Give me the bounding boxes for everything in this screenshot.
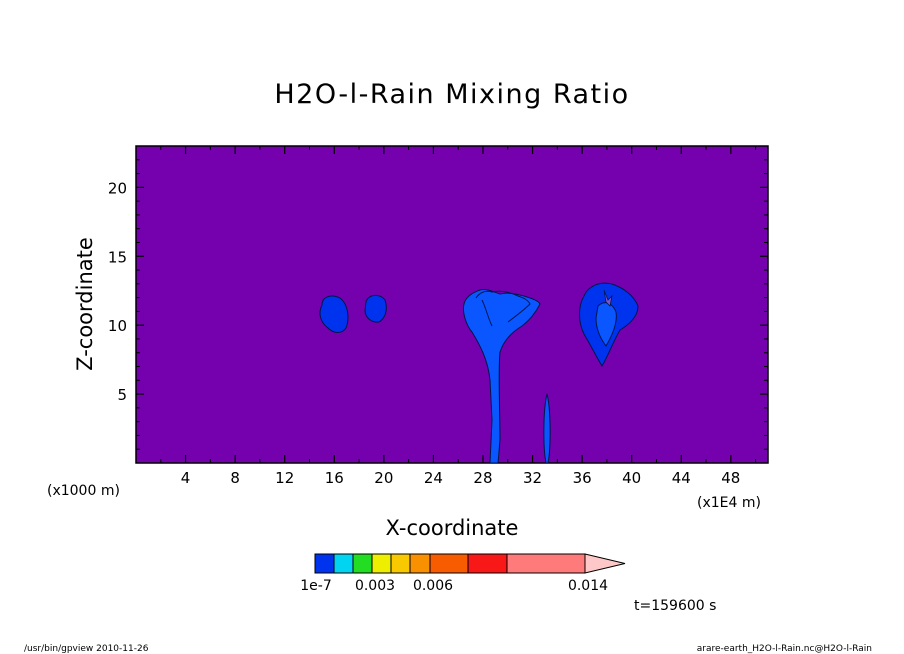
x-tick-label: 20 bbox=[374, 469, 393, 487]
colorbar bbox=[314, 553, 626, 574]
x-axis-title: X-coordinate bbox=[386, 516, 519, 540]
colorbar-labels: 1e-7 0.003 0.006 0.014 bbox=[300, 578, 608, 594]
colorbar-segment bbox=[506, 553, 586, 574]
x-tick-label: 36 bbox=[573, 469, 592, 487]
colorbar-label: 0.014 bbox=[568, 578, 608, 594]
x-tick-label: 16 bbox=[325, 469, 344, 487]
colorbar-segment bbox=[429, 553, 469, 574]
rain-shaft-main bbox=[463, 289, 541, 463]
cloud-blob-1 bbox=[319, 295, 349, 333]
colorbar-segment bbox=[390, 553, 411, 574]
colorbar-arrow bbox=[584, 553, 626, 574]
y-tick-label: 10 bbox=[108, 317, 127, 335]
chart-title: H2O-l-Rain Mixing Ratio bbox=[274, 79, 629, 110]
colorbar-segment bbox=[352, 553, 373, 574]
y-axis-ticks: 5 10 15 20 bbox=[108, 159, 768, 450]
x-tick-label: 4 bbox=[181, 469, 191, 487]
colorbar-label: 0.006 bbox=[413, 578, 453, 594]
x-tick-label: 12 bbox=[275, 469, 294, 487]
colorbar-segment bbox=[314, 553, 335, 574]
x-axis-ticks: 4 8 12 16 20 24 28 32 36 40 44 48 bbox=[160, 146, 757, 487]
footer-right: arare-earth_H2O-l-Rain.nc@H2O-l-Rain bbox=[697, 644, 872, 654]
x-unit-left: (x1000 m) bbox=[47, 483, 120, 499]
cloud-blob-2 bbox=[364, 294, 387, 323]
x-tick-label: 8 bbox=[230, 469, 240, 487]
plot-background bbox=[135, 145, 769, 464]
thin-shaft bbox=[543, 393, 551, 463]
convective-cell-core bbox=[603, 289, 613, 307]
y-axis-title: Z-coordinate bbox=[73, 237, 97, 371]
x-tick-label: 24 bbox=[424, 469, 443, 487]
contour-features bbox=[319, 282, 639, 463]
rain-shaft-outer bbox=[475, 290, 531, 327]
colorbar-segment bbox=[467, 553, 508, 574]
y-tick-label: 15 bbox=[108, 248, 127, 266]
y-tick-label: 20 bbox=[108, 179, 127, 197]
colorbar-segment bbox=[333, 553, 354, 574]
colorbar-segment bbox=[371, 553, 392, 574]
x-tick-label: 28 bbox=[473, 469, 492, 487]
x-tick-label: 40 bbox=[622, 469, 641, 487]
colorbar-label: 0.003 bbox=[355, 578, 395, 594]
y-tick-label: 5 bbox=[117, 386, 127, 404]
colorbar-segment bbox=[409, 553, 431, 574]
x-tick-label: 32 bbox=[523, 469, 542, 487]
footer-left: /usr/bin/gpview 2010-11-26 bbox=[24, 644, 149, 654]
time-label: t=159600 s bbox=[634, 598, 716, 614]
x-tick-label: 48 bbox=[721, 469, 740, 487]
x-tick-label: 44 bbox=[672, 469, 691, 487]
colorbar-label: 1e-7 bbox=[300, 578, 331, 594]
x-unit-right: (x1E4 m) bbox=[697, 495, 761, 511]
